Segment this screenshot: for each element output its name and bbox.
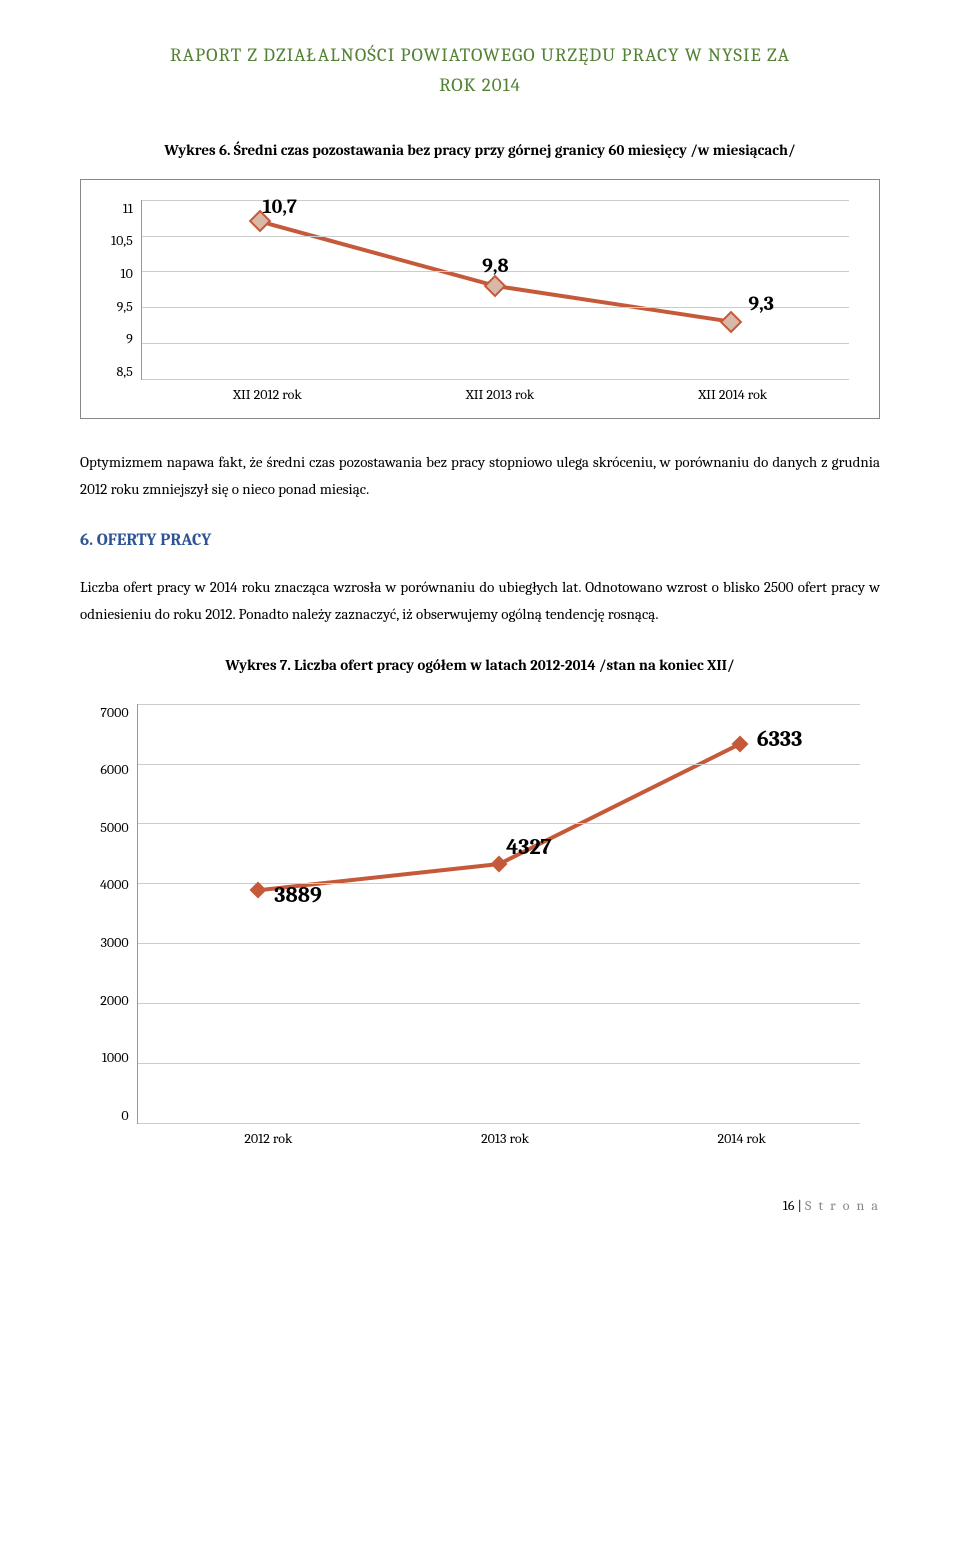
y-tick-label: 4000 [100, 876, 129, 893]
chart2-y-axis: 7000 6000 5000 4000 3000 2000 1000 0 [100, 704, 137, 1124]
y-tick-label: 2000 [100, 992, 128, 1009]
y-tick-label: 11 [123, 200, 133, 217]
y-tick-label: 10 [121, 265, 133, 282]
y-tick-label: 1000 [102, 1049, 129, 1066]
gridline [138, 1123, 860, 1124]
gridline [138, 883, 860, 884]
chart2-plot: 3889 4327 6333 [137, 704, 860, 1124]
section-6-heading: 6. OFERTY PRACY [80, 531, 880, 550]
gridline [142, 307, 849, 308]
header-line1: RAPORT Z DZIAŁALNOŚCI POWIATOWEGO URZĘDU… [170, 44, 790, 66]
data-marker [721, 312, 741, 332]
chart2-caption: Wykres 7. Liczba ofert pracy ogółem w la… [80, 656, 880, 674]
y-tick-label: 6000 [100, 761, 128, 778]
gridline [142, 200, 849, 201]
gridline [142, 379, 849, 380]
gridline [138, 943, 860, 944]
chart2-line-svg [138, 704, 860, 1123]
data-marker [732, 736, 748, 752]
page-number: 16 [783, 1197, 795, 1214]
y-tick-label: 3000 [100, 934, 128, 951]
data-marker [485, 276, 505, 296]
paragraph-1: Optymizmem napawa fakt, że średni czas p… [80, 449, 880, 503]
chart1-caption: Wykres 6. Średni czas pozostawania bez p… [80, 141, 880, 159]
chart1-container: 11 10,5 10 9,5 9 8,5 10,7 9,8 9,3 XII 2012 ro… [80, 179, 880, 419]
page-footer: 16 | S t r o n a [80, 1197, 880, 1214]
data-label: 10,7 [263, 195, 297, 218]
paragraph-2: Liczba ofert pracy w 2014 roku znacząca … [80, 574, 880, 628]
data-label: 9,8 [482, 254, 508, 277]
chart1-x-labels: XII 2012 rokXII 2013 rokXII 2014 rok [111, 386, 849, 403]
y-tick-label: 0 [121, 1107, 128, 1124]
data-marker [250, 882, 266, 898]
x-tick-label: XII 2012 rok [151, 386, 384, 403]
y-tick-label: 7000 [100, 704, 128, 721]
chart1-plot: 10,7 9,8 9,3 [141, 200, 849, 380]
data-marker [491, 856, 507, 872]
page-suffix: S t r o n a [805, 1197, 880, 1214]
gridline [142, 343, 849, 344]
data-label: 9,3 [748, 292, 773, 315]
chart1-y-axis: 11 10,5 10 9,5 9 8,5 [111, 200, 141, 380]
y-tick-label: 10,5 [111, 232, 133, 249]
gridline [138, 764, 860, 765]
chart2-area: 7000 6000 5000 4000 3000 2000 1000 0 3889 4327 … [100, 704, 860, 1124]
x-tick-label: 2013 rok [387, 1130, 624, 1147]
x-tick-label: 2014 rok [623, 1130, 860, 1147]
y-tick-label: 9 [126, 330, 133, 347]
chart1-area: 11 10,5 10 9,5 9 8,5 10,7 9,8 9,3 [111, 200, 849, 380]
y-tick-label: 8,5 [117, 363, 133, 380]
chart2-container: 7000 6000 5000 4000 3000 2000 1000 0 3889 4327 … [80, 694, 880, 1157]
data-label: 3889 [274, 882, 321, 908]
gridline [138, 1063, 860, 1064]
gridline [142, 236, 849, 237]
report-header: RAPORT Z DZIAŁALNOŚCI POWIATOWEGO URZĘDU… [80, 40, 880, 101]
y-tick-label: 9,5 [117, 298, 133, 315]
gridline [138, 823, 860, 824]
gridline [138, 1003, 860, 1004]
gridline [138, 704, 860, 705]
data-label: 4327 [506, 834, 551, 860]
x-tick-label: XII 2013 rok [384, 386, 617, 403]
chart2-x-labels: 2012 rok2013 rok2014 rok [100, 1130, 860, 1147]
x-tick-label: 2012 rok [150, 1130, 387, 1147]
y-tick-label: 5000 [100, 819, 128, 836]
header-line2: ROK 2014 [439, 74, 521, 96]
x-tick-label: XII 2014 rok [616, 386, 849, 403]
data-label: 6333 [757, 726, 802, 752]
